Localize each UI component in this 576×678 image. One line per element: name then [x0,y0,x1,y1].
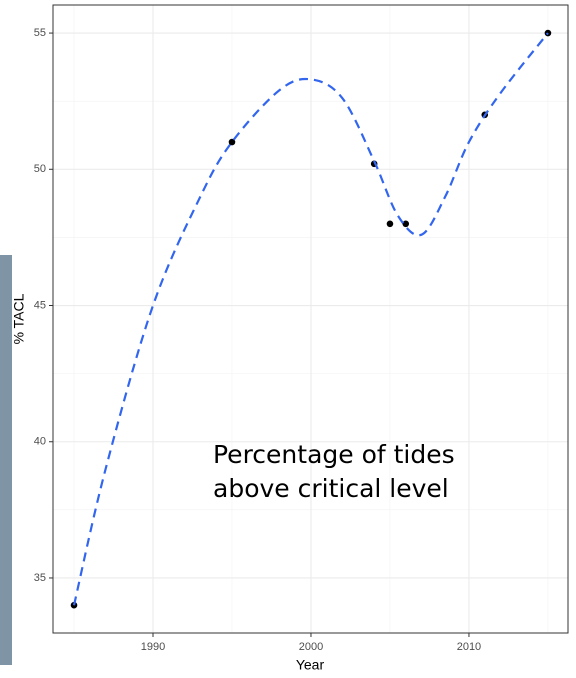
data-point [402,220,410,228]
annotation: above critical level [213,474,449,503]
y-tick-label: 45 [34,299,46,311]
plot-panel [52,4,569,634]
x-tick-label: 2000 [299,641,323,653]
data-point [228,138,236,146]
y-tick-label: 35 [34,572,46,584]
y-tick-label: 50 [34,163,46,175]
annotation: Percentage of tides [213,440,455,469]
x-axis-title: Year [296,657,325,673]
data-point [70,601,78,609]
y-tick-label: 40 [34,436,46,448]
fit-line [72,32,549,606]
grid [53,5,568,633]
data-point [386,220,394,228]
x-tick-label: 2010 [457,641,481,653]
x-tick-label: 1990 [141,641,165,653]
y-axis-title: % TACL [11,293,27,344]
y-tick-label: 55 [34,27,46,39]
background-photo-strip [0,255,12,665]
marks [70,29,552,609]
